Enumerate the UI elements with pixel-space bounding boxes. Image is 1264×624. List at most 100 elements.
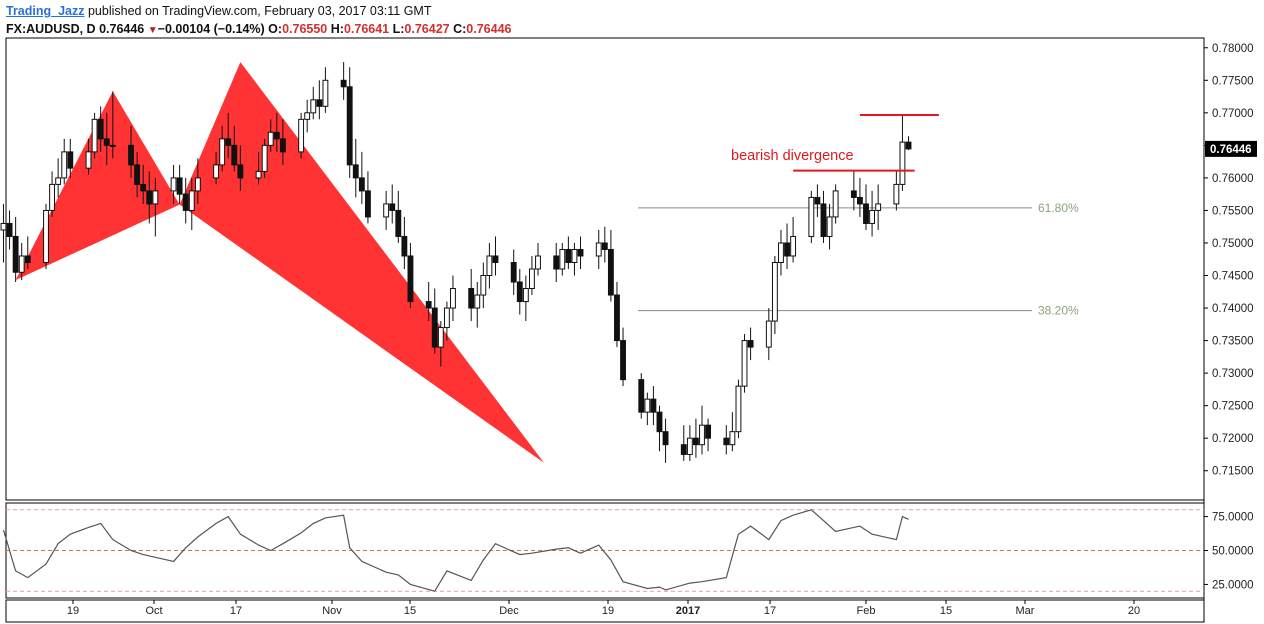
candle-body bbox=[213, 164, 220, 179]
candle-body bbox=[516, 281, 523, 303]
time-tick-label: 17 bbox=[230, 605, 242, 617]
candle-body bbox=[607, 248, 614, 296]
candle-body bbox=[0, 222, 7, 231]
candle-body bbox=[443, 307, 450, 329]
ohlc-line: FX:AUDUSD, D 0.76446 ▼−0.00104 (−0.14%) … bbox=[6, 22, 511, 36]
candle-body bbox=[559, 248, 566, 270]
candle-body bbox=[97, 118, 104, 140]
candle-body bbox=[128, 144, 134, 166]
candle-body bbox=[61, 151, 68, 179]
candle-body bbox=[401, 235, 408, 257]
price-tick-label: 0.77500 bbox=[1212, 75, 1254, 87]
candle-body bbox=[316, 99, 323, 107]
candle-body bbox=[528, 268, 535, 290]
candles bbox=[0, 62, 912, 463]
time-tick-label: Nov bbox=[322, 605, 342, 617]
close-value: 0.76446 bbox=[466, 22, 512, 36]
price-tick-label: 0.72500 bbox=[1212, 401, 1254, 413]
candle-body bbox=[899, 141, 906, 185]
candle-body bbox=[352, 164, 359, 179]
candle-body bbox=[905, 141, 912, 150]
candle-body bbox=[310, 99, 317, 114]
price-tick-label: 0.78000 bbox=[1212, 43, 1254, 55]
candle-body bbox=[577, 248, 584, 257]
candle-body bbox=[395, 209, 402, 237]
symbol-label: FX:AUDUSD, D bbox=[6, 22, 96, 36]
time-tick-label: 19 bbox=[602, 605, 614, 617]
candle-body bbox=[298, 118, 305, 153]
candle-body bbox=[91, 118, 98, 153]
candle-body bbox=[425, 301, 432, 309]
candle-body bbox=[474, 294, 481, 309]
fib-level-label: 61.80% bbox=[1038, 201, 1079, 215]
high-value: 0.76641 bbox=[343, 22, 390, 36]
price-tick-label: 0.72000 bbox=[1212, 433, 1254, 445]
candle-body bbox=[140, 183, 147, 192]
candle-body bbox=[686, 437, 693, 455]
time-tick-label: 19 bbox=[67, 605, 79, 617]
candle-body bbox=[261, 144, 268, 172]
time-tick-label: 2017 bbox=[676, 605, 700, 617]
rsi-tick-label: 75.0000 bbox=[1212, 512, 1254, 524]
candle-body bbox=[644, 398, 651, 413]
candle-body bbox=[699, 424, 705, 446]
candle-body bbox=[826, 216, 833, 237]
candle-body bbox=[273, 131, 280, 140]
candle-body bbox=[650, 398, 657, 413]
candle-body bbox=[67, 151, 74, 169]
candle-body bbox=[486, 255, 493, 277]
candle-body bbox=[194, 177, 201, 192]
price-tick-label: 0.77000 bbox=[1212, 108, 1254, 120]
down-arrow-icon: ▼ bbox=[147, 25, 158, 36]
candle-body bbox=[109, 144, 116, 147]
candle-body bbox=[832, 190, 839, 218]
candle-body bbox=[407, 255, 414, 303]
candle-body bbox=[170, 177, 177, 192]
candle-body bbox=[771, 261, 778, 322]
last-price: 0.76446 bbox=[99, 22, 145, 36]
candle-body bbox=[808, 196, 815, 237]
candle-body bbox=[735, 385, 742, 433]
candle-body bbox=[741, 340, 748, 387]
candle-body bbox=[176, 177, 183, 195]
divergence-annotation: bearish divergence bbox=[731, 148, 854, 164]
time-tick-label: 15 bbox=[404, 605, 416, 617]
candle-body bbox=[431, 307, 438, 348]
fib-level-label: 38.20% bbox=[1038, 304, 1079, 318]
candle-body bbox=[510, 261, 517, 283]
harmonic-pattern bbox=[15, 62, 545, 463]
candle-body bbox=[43, 209, 49, 263]
candle-body bbox=[620, 340, 626, 381]
candle-body bbox=[869, 209, 876, 224]
candle-body bbox=[875, 203, 882, 211]
candle-body bbox=[103, 138, 110, 146]
time-tick-label: 20 bbox=[1128, 605, 1140, 617]
harmonic-triangle-xab bbox=[15, 91, 180, 281]
candle-body bbox=[49, 183, 56, 211]
author-link[interactable]: Trading_Jazz bbox=[6, 4, 85, 18]
candle-body bbox=[383, 203, 390, 218]
candle-body bbox=[492, 255, 499, 263]
candle-body bbox=[12, 235, 19, 273]
candle-body bbox=[553, 255, 560, 270]
candle-body bbox=[267, 131, 274, 146]
candle-body bbox=[747, 340, 754, 348]
last-price-tag bbox=[1205, 140, 1257, 157]
low-label: L: bbox=[392, 22, 405, 36]
candle-body bbox=[468, 288, 475, 309]
candle-body bbox=[231, 144, 238, 166]
candle-body bbox=[480, 275, 487, 296]
time-tick-label: 17 bbox=[764, 605, 776, 617]
candle-body bbox=[790, 235, 797, 257]
candle-body bbox=[188, 190, 195, 211]
time-tick-label: Oct bbox=[145, 605, 162, 617]
rsi-line bbox=[2, 509, 909, 592]
low-value: 0.76427 bbox=[404, 22, 450, 36]
candle-body bbox=[182, 193, 189, 211]
candle-body bbox=[134, 164, 141, 185]
candle-body bbox=[595, 242, 602, 257]
candle-body bbox=[814, 196, 821, 205]
harmonic-triangle-bcd bbox=[179, 62, 545, 463]
time-tick-label: 15 bbox=[940, 605, 952, 617]
